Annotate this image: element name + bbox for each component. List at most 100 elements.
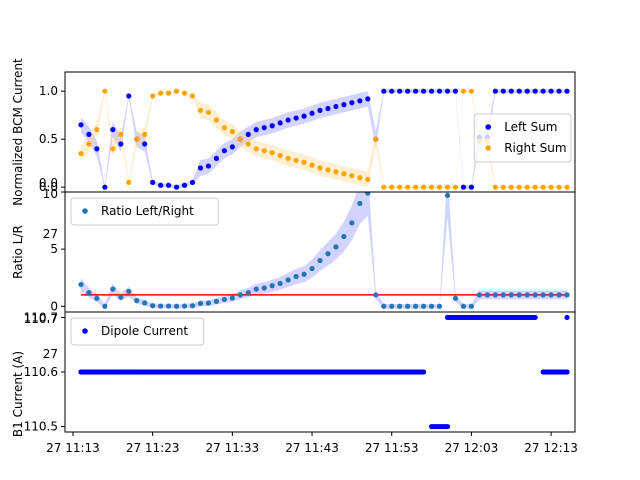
data-point [524, 184, 530, 190]
data-point [301, 271, 307, 277]
data-point [548, 184, 554, 190]
legend: Ratio Left/Right [70, 197, 219, 226]
data-point [269, 283, 275, 289]
data-point [532, 292, 538, 298]
data-point [397, 88, 403, 94]
y-tick-label: 110.7 [24, 312, 58, 326]
data-point [317, 257, 323, 264]
data-point [150, 303, 156, 309]
data-point [405, 88, 411, 94]
x-tick-label: 27 11:43 [285, 441, 339, 455]
data-point [118, 141, 124, 147]
legend-label: Right Sum [504, 141, 566, 155]
data-point [532, 314, 538, 321]
legend-label: Ratio Left/Right [101, 204, 194, 218]
data-point [102, 88, 108, 94]
legend-marker [82, 208, 88, 214]
y-tick-label: 0.0 [39, 180, 58, 194]
data-point [309, 265, 315, 272]
data-point [142, 300, 148, 306]
data-point [436, 303, 443, 309]
uncertainty-band [80, 89, 568, 190]
y-axis-label: Ratio L/R [11, 225, 25, 279]
data-point [277, 280, 283, 287]
data-point [484, 292, 490, 298]
data-point [285, 117, 291, 123]
data-point [508, 88, 514, 94]
data-point [532, 88, 538, 94]
data-point [213, 155, 220, 161]
data-point [181, 90, 188, 96]
data-point [492, 184, 498, 190]
data-point [197, 165, 204, 171]
data-point [341, 171, 347, 177]
data-point [349, 100, 355, 106]
data-point [428, 303, 435, 309]
data-point [181, 182, 188, 188]
data-point [245, 289, 251, 296]
data-point [373, 292, 379, 298]
legend-label: Dipole Current [101, 324, 188, 338]
data-point [540, 292, 546, 298]
data-point [197, 300, 204, 307]
data-point [381, 184, 387, 190]
data-point [269, 150, 275, 156]
data-point [397, 303, 403, 309]
data-point [189, 303, 196, 309]
data-point [293, 273, 299, 280]
data-point [365, 192, 371, 196]
legend-box [70, 197, 219, 226]
data-point [261, 285, 267, 291]
data-point [277, 152, 283, 159]
data-point [285, 277, 291, 283]
data-point [389, 303, 395, 309]
data-point [540, 88, 546, 94]
data-point [564, 184, 570, 190]
data-point [118, 131, 124, 137]
data-point [524, 88, 530, 94]
data-point [524, 292, 530, 298]
data-point [365, 96, 371, 102]
data-point [564, 292, 570, 298]
data-point [389, 184, 395, 190]
data-point [556, 292, 562, 298]
legend-marker [485, 145, 492, 151]
y-tick-label: 110.7 [24, 310, 58, 324]
data-point [301, 113, 307, 119]
data-point [301, 159, 307, 165]
data-point [142, 141, 148, 147]
data-point [253, 127, 259, 133]
data-point [492, 88, 498, 94]
data-point [110, 146, 116, 152]
data-point [165, 303, 172, 309]
data-point [309, 162, 315, 168]
data-point [452, 295, 459, 301]
data-point [532, 184, 538, 190]
data-point [78, 122, 84, 128]
y-tick-label: 0 [50, 299, 58, 313]
data-point [94, 295, 100, 301]
data-point [189, 179, 196, 185]
data-point [173, 88, 180, 94]
data-point [333, 244, 339, 250]
data-point [94, 146, 100, 152]
data-point [500, 184, 506, 190]
data-point [357, 98, 363, 104]
data-point [540, 184, 546, 190]
data-point [405, 303, 411, 309]
data-point [452, 88, 459, 94]
y-tick-label: 0.0 [39, 176, 58, 190]
data-point [452, 184, 459, 190]
data-point [460, 88, 467, 94]
data-point [221, 148, 227, 154]
data-point [173, 184, 180, 190]
data-point [253, 286, 259, 292]
data-points [78, 88, 570, 190]
x-tick-label: 27 12:13 [524, 441, 578, 455]
data-point [293, 115, 299, 121]
data-point [150, 179, 156, 185]
data-point [197, 107, 204, 113]
data-point [413, 184, 419, 190]
data-point [389, 88, 395, 94]
